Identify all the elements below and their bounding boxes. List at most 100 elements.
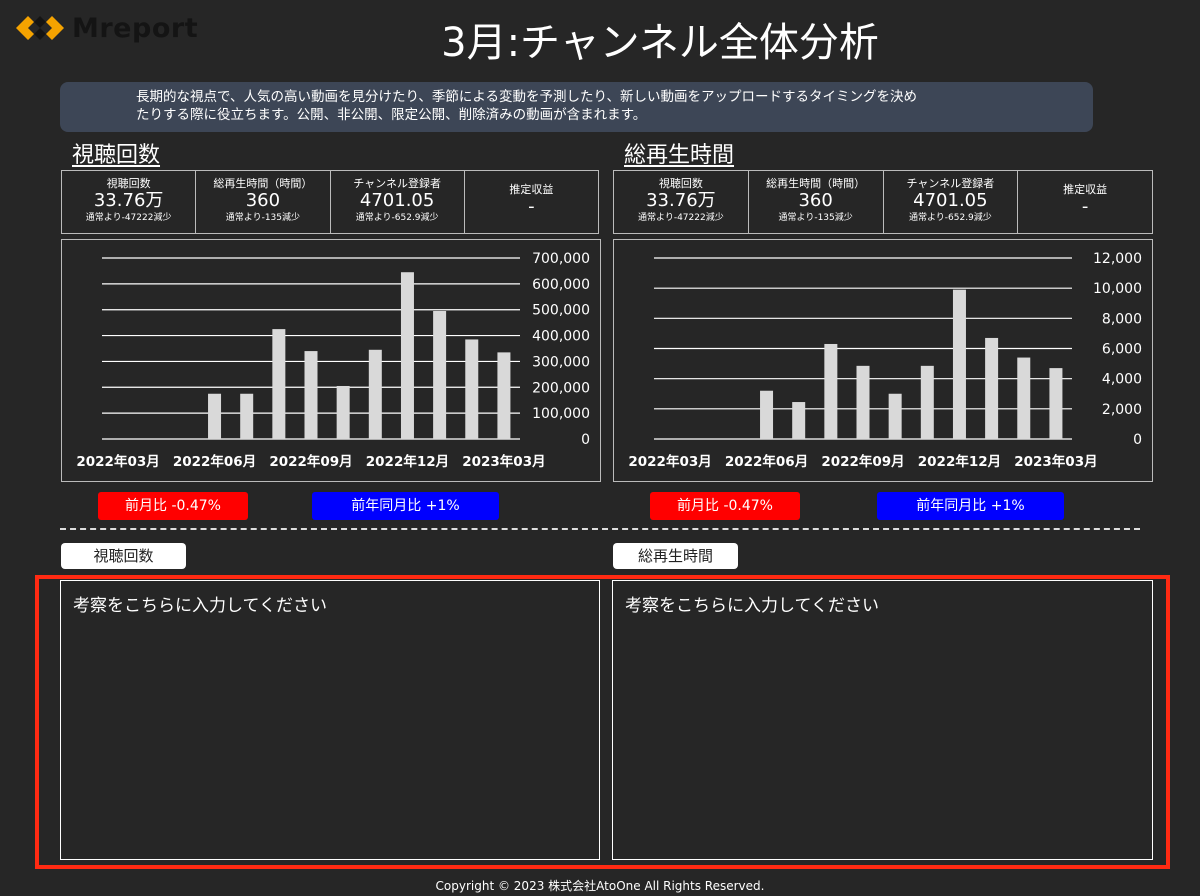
- note-input-views[interactable]: 考察をこちらに入力してください: [60, 580, 600, 860]
- bar: [824, 343, 838, 439]
- mom-badge-right: 前月比 -0.47%: [650, 492, 800, 520]
- y-tick-label: 10,000: [1093, 281, 1142, 297]
- kpi-note: 通常より-135減少: [225, 213, 300, 223]
- description-banner: 長期的な視点で、人気の高い動画を見分けたり、季節による変動を予測したり、新しい動…: [60, 82, 1093, 132]
- logo-text: Mreport: [72, 12, 199, 44]
- kpi-row-left: 視聴回数 33.76万 通常より-47222減少 総再生時間（時間） 360 通…: [61, 170, 599, 234]
- kpi-subscribers: チャンネル登録者 4701.05 通常より-652.9減少: [331, 171, 465, 233]
- x-tick-label: 2022年12月: [918, 453, 1001, 470]
- section-title-watch-time: 総再生時間: [624, 143, 735, 168]
- bar: [1017, 357, 1031, 439]
- bar: [272, 329, 286, 439]
- bar: [985, 337, 999, 439]
- section-title-views: 視聴回数: [72, 143, 161, 168]
- bar: [888, 393, 902, 439]
- kpi-value: -: [1081, 196, 1089, 217]
- kpi-note: 通常より-47222減少: [85, 213, 172, 223]
- kpi-label: 総再生時間（時間）: [213, 177, 313, 190]
- y-tick-label: 6,000: [1102, 342, 1142, 358]
- bar: [792, 402, 806, 439]
- x-tick-label: 2022年03月: [76, 453, 159, 470]
- kpi-label: 視聴回数: [106, 177, 151, 190]
- section-divider: [60, 528, 1140, 530]
- kpi-value: -: [528, 196, 535, 217]
- kpi-row-right: 視聴回数 33.76万 通常より-47222減少 総再生時間（時間） 360 通…: [613, 170, 1153, 234]
- kpi-label: チャンネル登録者: [906, 177, 995, 190]
- bar: [368, 349, 382, 439]
- y-tick-label: 600,000: [532, 277, 590, 293]
- x-tick-label: 2022年03月: [628, 453, 711, 470]
- kpi-views: 視聴回数 33.76万 通常より-47222減少: [614, 171, 749, 233]
- footer-copyright: Copyright © 2023 株式会社AtoOne All Rights R…: [435, 879, 765, 893]
- logo-icon: [16, 16, 64, 40]
- y-tick-label: 0: [581, 432, 590, 448]
- chart-views-svg: 700,000 600,000 500,000 400,000 300,000 200,0…: [76, 251, 590, 470]
- x-tick-label: 2022年06月: [725, 453, 808, 470]
- x-tick-label: 2022年12月: [366, 453, 449, 470]
- bar: [433, 311, 447, 439]
- kpi-value: 4701.05: [913, 190, 988, 211]
- bar: [336, 385, 350, 439]
- kpi-revenue: 推定収益 -: [465, 171, 598, 233]
- kpi-views: 視聴回数 33.76万 通常より-47222減少: [62, 171, 197, 233]
- description-line-2: たりする際に役立ちます。公開、非公開、限定公開、削除済みの動画が含まれます。: [136, 107, 647, 123]
- bar: [304, 351, 318, 439]
- kpi-value: 360: [798, 190, 833, 211]
- x-tick-label: 2023年03月: [1014, 453, 1097, 470]
- y-tick-label: 200,000: [532, 380, 590, 396]
- note-placeholder: 考察をこちらに入力してください: [625, 596, 879, 616]
- kpi-note: 通常より-652.9減少: [908, 213, 992, 223]
- y-tick-label: 400,000: [532, 329, 590, 345]
- bar: [400, 272, 414, 439]
- note-input-watch-time[interactable]: 考察をこちらに入力してください: [612, 580, 1153, 860]
- y-tick-label: 2,000: [1102, 402, 1142, 418]
- kpi-watch-time: 総再生時間（時間） 360 通常より-135減少: [196, 171, 331, 233]
- y-tick-label: 500,000: [532, 303, 590, 319]
- kpi-label: チャンネル登録者: [353, 177, 441, 190]
- y-tick-label: 0: [1133, 432, 1142, 448]
- bar: [952, 289, 966, 439]
- kpi-label: 推定収益: [509, 183, 554, 196]
- bar: [760, 390, 774, 439]
- logo: Mreport: [14, 8, 204, 48]
- kpi-watch-time: 総再生時間（時間） 360 通常より-135減少: [749, 171, 884, 233]
- chart-watch-time: 12,000 10,000 8,000 6,000 4,000 2,000 0 2022年03…: [613, 239, 1153, 482]
- note-placeholder: 考察をこちらに入力してください: [73, 596, 327, 616]
- description-line-1: 長期的な視点で、人気の高い動画を見分けたり、季節による変動を予測したり、新しい動…: [136, 89, 917, 105]
- kpi-label: 推定収益: [1063, 183, 1108, 196]
- kpi-subscribers: チャンネル登録者 4701.05 通常より-652.9減少: [884, 171, 1019, 233]
- y-tick-label: 8,000: [1102, 311, 1142, 327]
- y-tick-label: 700,000: [532, 251, 590, 267]
- bar: [1049, 368, 1063, 439]
- chart-views: 700,000 600,000 500,000 400,000 300,000 200,0…: [61, 239, 601, 482]
- kpi-note: 通常より-135減少: [778, 213, 853, 223]
- y-tick-label: 4,000: [1102, 372, 1142, 388]
- y-tick-label: 100,000: [532, 406, 590, 422]
- kpi-label: 総再生時間（時間）: [766, 177, 866, 190]
- kpi-value: 4701.05: [359, 190, 435, 211]
- bar: [240, 393, 254, 439]
- highlight-frame: [35, 575, 1170, 869]
- x-tick-label: 2022年09月: [821, 453, 904, 470]
- kpi-note: 通常より-47222減少: [638, 213, 724, 223]
- bar: [497, 352, 511, 439]
- yoy-badge-right: 前年同月比 +1%: [877, 492, 1064, 520]
- x-tick-label: 2022年06月: [173, 453, 256, 470]
- y-tick-label: 300,000: [532, 354, 590, 370]
- x-tick-label: 2023年03月: [462, 453, 545, 470]
- kpi-revenue: 推定収益 -: [1018, 171, 1152, 233]
- y-tick-label: 12,000: [1093, 251, 1142, 267]
- bar: [920, 365, 934, 439]
- kpi-note: 通常より-652.9減少: [355, 213, 439, 223]
- kpi-value: 360: [245, 190, 281, 211]
- bar: [856, 365, 870, 439]
- yoy-badge-left: 前年同月比 +1%: [312, 492, 499, 520]
- kpi-value: 33.76万: [646, 190, 716, 211]
- mom-badge-left: 前月比 -0.47%: [98, 492, 248, 520]
- note-tag-watch-time: 総再生時間: [613, 543, 738, 569]
- bar: [465, 339, 479, 439]
- kpi-label: 視聴回数: [658, 177, 703, 190]
- x-tick-label: 2022年09月: [269, 453, 352, 470]
- note-tag-views: 視聴回数: [61, 543, 186, 569]
- kpi-value: 33.76万: [93, 190, 164, 211]
